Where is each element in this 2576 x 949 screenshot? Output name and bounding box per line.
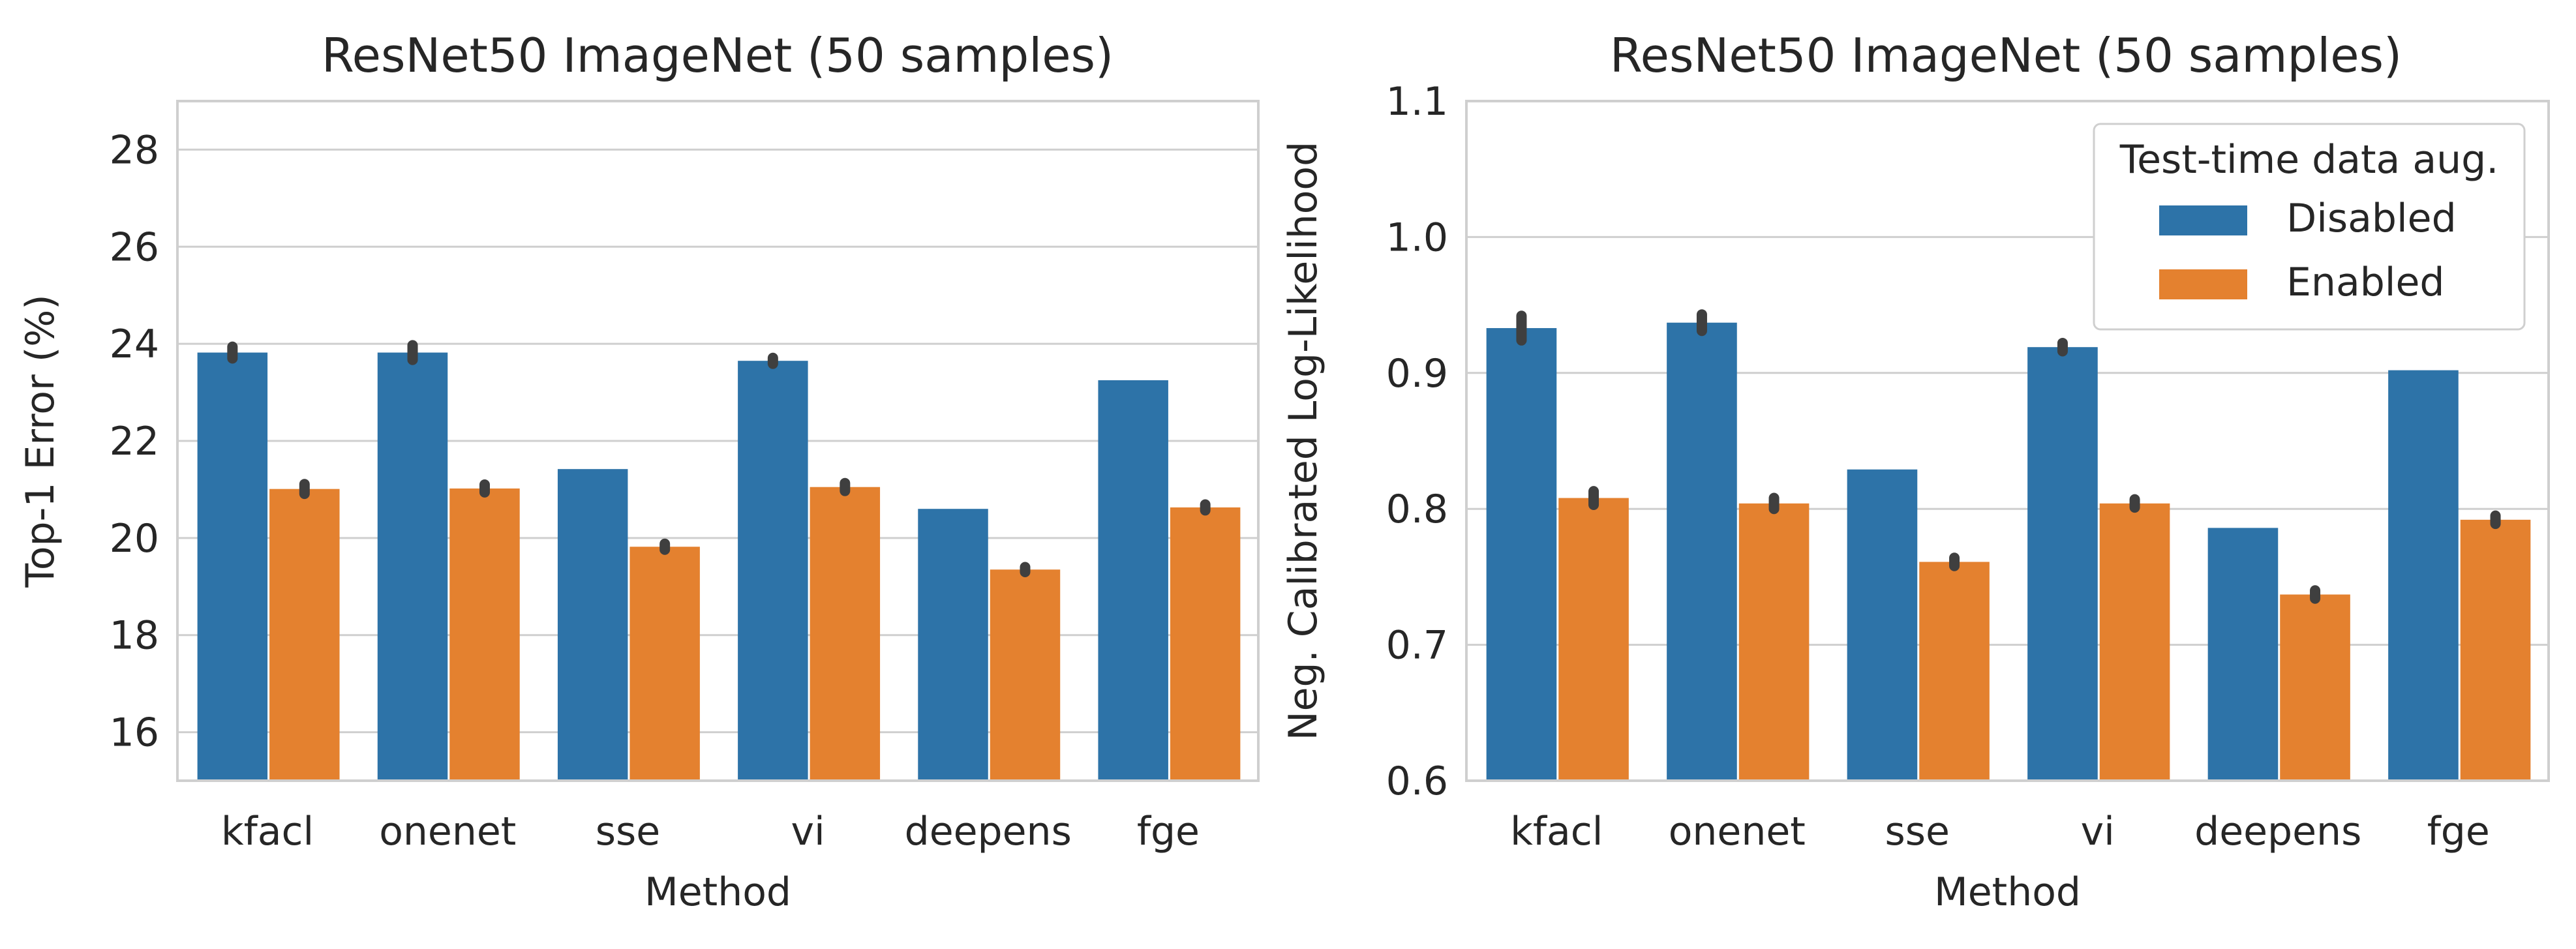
bar-sse-enabled: [629, 547, 700, 781]
chart-panel-1: kfacl onenet sse vi deepens fge 16 18 20 22 24 26 28…: [18, 28, 1260, 915]
bar-deepens-disabled: [2207, 528, 2279, 781]
bar-vi-disabled: [2027, 347, 2098, 781]
legend: Test-time data aug. Disabled Enabled: [2093, 123, 2526, 331]
bar-deepens-disabled: [918, 509, 988, 781]
y-tick-label: 26: [110, 224, 159, 270]
x-tick-label: vi: [2081, 809, 2115, 854]
bar-sse-disabled: [1847, 469, 1918, 781]
bar-fge-enabled: [1170, 507, 1241, 781]
x-tick-label: fge: [1137, 809, 1200, 854]
bar-deepens-enabled: [990, 569, 1061, 781]
x-tick-label: deepens: [905, 809, 1072, 854]
bar-fge-enabled: [2460, 519, 2531, 781]
bar-kfacl-enabled: [269, 489, 340, 781]
chart-title: ResNet50 ImageNet (50 samples): [1610, 28, 2402, 83]
bar-onenet-enabled: [449, 488, 520, 781]
bar-sse-enabled: [1919, 562, 1990, 781]
y-tick-label: 16: [110, 710, 159, 756]
y-axis-label: Top-1 Error (%): [18, 294, 63, 588]
y-tick-label: 24: [110, 322, 159, 367]
bar-kfacl-disabled: [197, 352, 268, 781]
bar-vi-enabled: [2099, 503, 2170, 781]
bar-onenet-enabled: [1738, 503, 1810, 781]
chart-title: ResNet50 ImageNet (50 samples): [322, 28, 1114, 83]
legend-label-enabled: Enabled: [2286, 260, 2444, 305]
x-tick-label: fge: [2427, 809, 2490, 854]
legend-label-disabled: Disabled: [2286, 196, 2457, 241]
bar-onenet-disabled: [1667, 322, 1737, 781]
x-tick-label: sse: [1885, 809, 1950, 854]
bar-vi-disabled: [738, 361, 808, 781]
x-tick-label: sse: [596, 809, 660, 854]
x-axis-label: Method: [644, 869, 791, 915]
legend-swatch-disabled: [2159, 205, 2247, 235]
x-tick-label: vi: [791, 809, 825, 854]
y-axis-label: Neg. Calibrated Log-Likelihood: [1280, 142, 1326, 740]
bar-vi-enabled: [810, 487, 881, 781]
bar-fge-disabled: [2388, 370, 2459, 781]
x-tick-label: kfacl: [221, 809, 314, 854]
x-tick-label: deepens: [2194, 809, 2361, 854]
bar-kfacl-disabled: [1486, 328, 1557, 781]
y-tick-label: 0.9: [1386, 351, 1448, 397]
y-tick-label: 0.8: [1386, 487, 1448, 532]
axes-frame: [176, 100, 1260, 782]
legend-title: Test-time data aug.: [2119, 137, 2499, 183]
x-tick-label: onenet: [1669, 809, 1806, 854]
legend-swatch-enabled: [2159, 269, 2247, 299]
y-tick-label: 0.6: [1386, 759, 1448, 804]
bar-deepens-enabled: [2280, 594, 2350, 781]
bar-kfacl-enabled: [1558, 498, 1629, 781]
x-axis-label: Method: [1934, 869, 2081, 915]
bar-fge-disabled: [1098, 380, 1168, 781]
chart-panel-2: kfacl onenet sse vi deepens fge 0.6 0.7 0.8 0.9 1.…: [1280, 28, 2550, 915]
y-tick-label: 28: [110, 127, 159, 173]
y-tick-label: 0.7: [1386, 623, 1448, 669]
bar-sse-disabled: [557, 469, 628, 781]
bar-onenet-disabled: [377, 352, 448, 781]
y-tick-label: 20: [110, 516, 159, 562]
y-tick-label: 22: [110, 419, 159, 464]
y-tick-label: 1.1: [1386, 79, 1448, 125]
x-tick-label: onenet: [379, 809, 516, 854]
x-tick-label: kfacl: [1510, 809, 1603, 854]
axes-frame: [1465, 100, 2550, 782]
y-tick-label: 18: [110, 613, 159, 659]
y-tick-label: 1.0: [1386, 215, 1448, 260]
